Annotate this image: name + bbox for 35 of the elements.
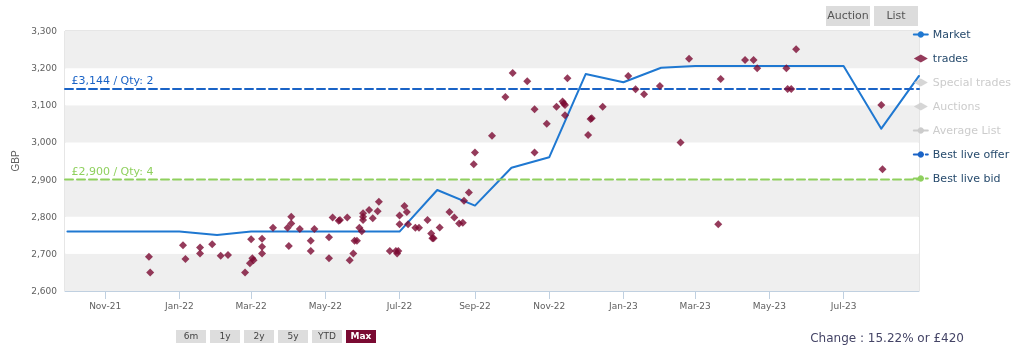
x-tick-label: Jan-22 xyxy=(164,300,194,311)
y-tick-label: 3,000 xyxy=(31,137,58,148)
text: Max xyxy=(350,330,372,341)
text: 6m xyxy=(183,330,199,341)
y-tick-label: 3,200 xyxy=(31,63,58,74)
x-tick-label: May-22 xyxy=(308,300,342,311)
y-tick-label: 2,700 xyxy=(31,248,58,259)
text: List xyxy=(886,9,907,22)
y-tick-label: 2,800 xyxy=(31,211,58,222)
x-tick-label: Jul-22 xyxy=(385,300,413,311)
legend-label: Market xyxy=(932,28,972,41)
text: YTD xyxy=(317,330,337,341)
text: 2y xyxy=(253,330,266,341)
text: 1y xyxy=(219,330,232,341)
legend-label: Best live offer xyxy=(932,148,1010,161)
y-axis-title: GBP xyxy=(9,150,21,172)
x-tick-label: Nov-22 xyxy=(533,300,566,311)
x-tick-label: Jan-23 xyxy=(608,300,638,311)
x-tick-label: Sep-22 xyxy=(459,300,491,311)
y-tick-label: 2,900 xyxy=(31,174,58,185)
x-tick-label: Jul-23 xyxy=(829,300,857,311)
x-tick-label: Nov-21 xyxy=(89,300,122,311)
x-tick-label: May-23 xyxy=(752,300,786,311)
legend-label: trades xyxy=(932,52,969,65)
x-tick-label: Mar-23 xyxy=(679,300,711,311)
y-tick-label: 2,600 xyxy=(31,286,58,296)
annotation: £3,144 / Qty: 2 xyxy=(71,73,154,87)
text: Auction xyxy=(827,9,869,22)
y-tick-label: 3,100 xyxy=(31,100,58,111)
legend-label: Best live bid xyxy=(932,172,1001,185)
x-tick-label: Mar-22 xyxy=(235,300,267,311)
y-tick-label: 3,300 xyxy=(31,26,58,36)
text: 5y xyxy=(287,330,300,341)
text: Change : 15.22% or £420 xyxy=(810,331,965,345)
annotation: £2,900 / Qty: 4 xyxy=(71,164,154,178)
